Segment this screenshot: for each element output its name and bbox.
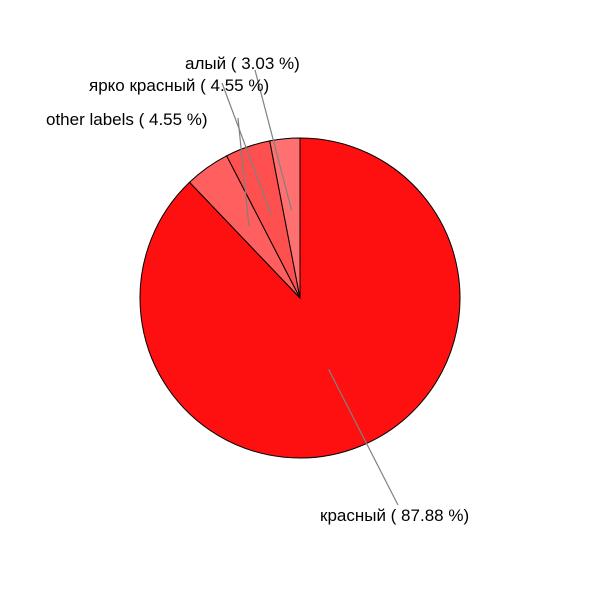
pie-slice-aly	[269, 137, 301, 299]
leader-line-aly	[254, 69, 293, 211]
leader-line-yarko-krasny	[221, 82, 272, 216]
slice-labels: красный ( 87.88 %) other labels ( 4.55 %…	[46, 54, 469, 525]
leader-lines	[221, 69, 399, 506]
pie-slices	[139, 137, 461, 459]
slice-label-other: other labels ( 4.55 %)	[46, 110, 208, 129]
leader-line-other	[237, 117, 250, 227]
slice-label-yarko-krasny: ярко красный ( 4.55 %)	[89, 76, 269, 95]
slice-label-aly: алый ( 3.03 %)	[185, 54, 300, 73]
slice-label-krasny: красный ( 87.88 %)	[320, 506, 469, 525]
leader-line-krasny	[328, 369, 399, 506]
